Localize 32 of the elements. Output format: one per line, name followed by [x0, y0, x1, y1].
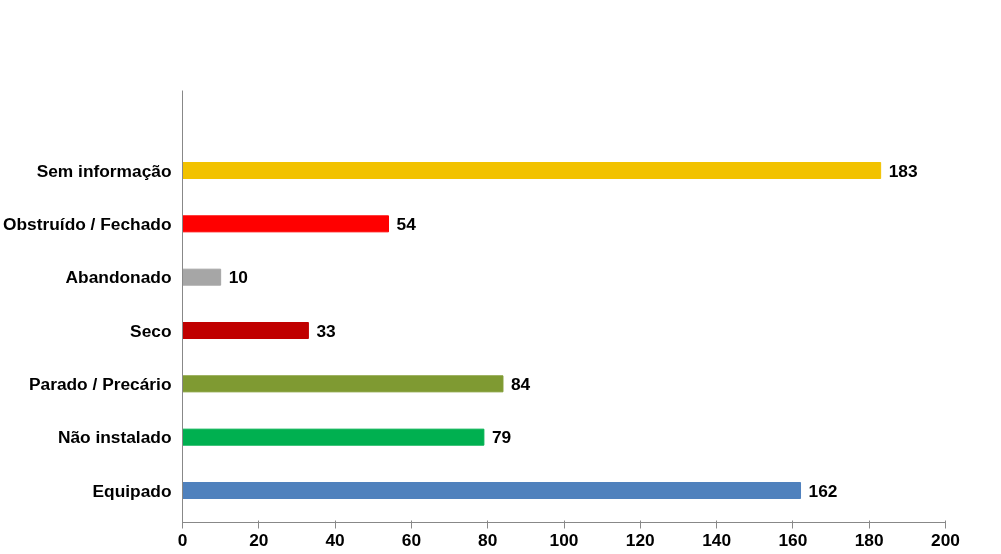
- y-tick-label: Seco: [130, 320, 172, 341]
- y-tick-label: Parado / Precário: [28, 373, 172, 394]
- x-tick-label: 200: [931, 529, 960, 550]
- y-tick-label: Abandonado: [65, 267, 172, 288]
- data-label: 79: [491, 427, 512, 448]
- x-tick-label: 0: [177, 529, 188, 550]
- data-label: 10: [228, 267, 248, 288]
- x-tick-label: 60: [401, 529, 422, 550]
- bar: [182, 162, 882, 179]
- y-tick-label: Obstruído / Fechado: [3, 213, 172, 234]
- bar: [182, 322, 309, 339]
- x-tick-label: 40: [325, 529, 345, 550]
- data-label: 162: [808, 480, 838, 501]
- bar: [182, 268, 222, 286]
- x-tick-label: 140: [702, 529, 732, 550]
- x-tick-label: 80: [478, 529, 498, 550]
- x-tick-label: 160: [778, 529, 808, 550]
- y-tick-label: Equipado: [92, 480, 172, 501]
- bar: [182, 428, 485, 446]
- y-tick-label: Sem informação: [36, 160, 172, 181]
- x-tick-label: 180: [854, 529, 884, 550]
- x-tick-label: 120: [625, 529, 655, 550]
- y-tick-label: Não instalado: [57, 427, 172, 448]
- data-label: 33: [316, 320, 337, 341]
- data-label: 54: [396, 213, 417, 234]
- bar: [182, 482, 802, 499]
- data-label: 183: [888, 160, 918, 181]
- data-label: 84: [510, 373, 531, 394]
- bar: [182, 215, 390, 233]
- bar: [182, 375, 504, 393]
- x-tick-label: 100: [549, 529, 579, 550]
- x-tick-label: 20: [249, 529, 269, 550]
